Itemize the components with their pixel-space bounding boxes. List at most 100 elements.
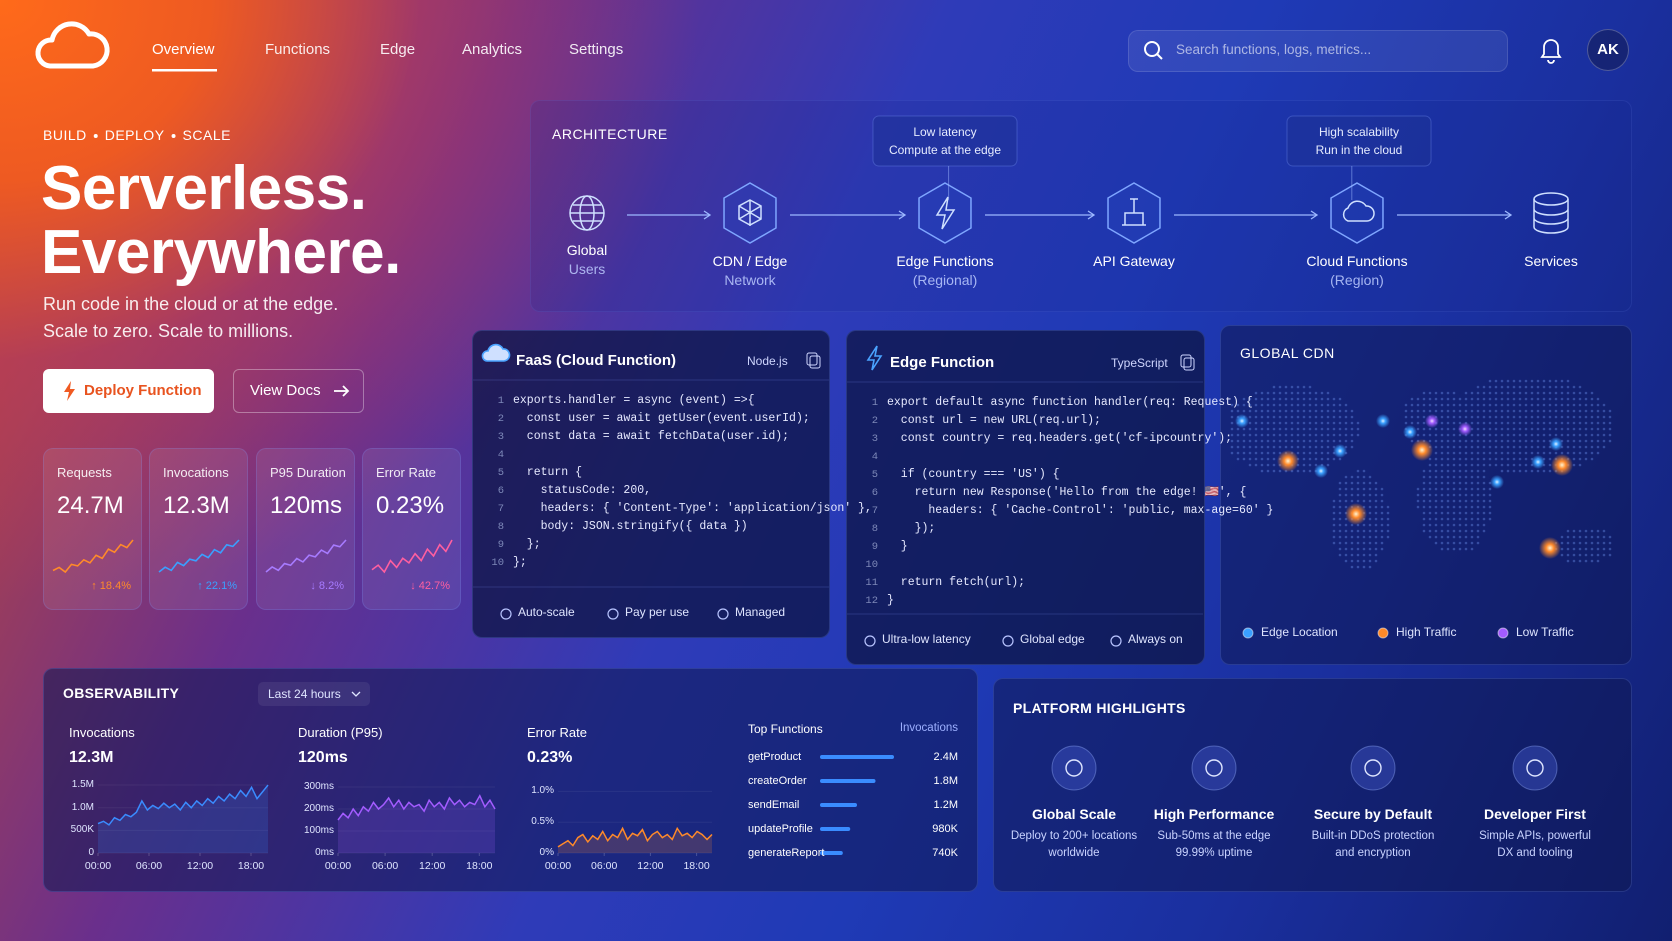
- logo[interactable]: [35, 21, 110, 69]
- map-dot: [1350, 529, 1354, 533]
- map-dot: [1476, 439, 1480, 443]
- map-dot: [1296, 433, 1300, 437]
- icon: [738, 199, 762, 226]
- search-box[interactable]: [1128, 30, 1508, 72]
- map-dot: [1584, 547, 1588, 551]
- map-dot: [1518, 433, 1522, 437]
- code-line: headers: { 'Cache-Control': 'public, max…: [887, 504, 1274, 517]
- map-dot: [1440, 481, 1444, 485]
- map-dot: [1572, 421, 1576, 425]
- copy-icon[interactable]: [1180, 354, 1192, 368]
- map-dot: [1452, 451, 1456, 455]
- map-dot: [1512, 463, 1516, 467]
- map-dot: [1326, 409, 1330, 413]
- map-dot: [1368, 541, 1372, 545]
- map-dot: [1428, 439, 1432, 443]
- function-name: generateReport: [748, 847, 825, 859]
- map-dot: [1518, 445, 1522, 449]
- map-dot: [1446, 475, 1450, 479]
- map-dot: [1560, 433, 1564, 437]
- map-dot: [1446, 433, 1450, 437]
- map-dot: [1440, 487, 1444, 491]
- map-dot: [1530, 433, 1534, 437]
- map-dot: [1440, 421, 1444, 425]
- map-dot: [1542, 397, 1546, 401]
- map-dot: [1578, 463, 1582, 467]
- map-dot: [1356, 481, 1360, 485]
- map-dot: [1416, 397, 1420, 401]
- map-dot: [1602, 541, 1606, 545]
- primary-button-label[interactable]: Deploy Function: [84, 382, 202, 399]
- avatar[interactable]: [1587, 29, 1629, 71]
- copy-icon[interactable]: [806, 352, 818, 366]
- map-dot: [1536, 385, 1540, 389]
- map-dot: [1572, 547, 1576, 551]
- map-dot: [1506, 415, 1510, 419]
- location-glow: [1376, 414, 1390, 428]
- map-dot: [1488, 421, 1492, 425]
- map-dot: [1446, 427, 1450, 431]
- map-dot: [1470, 541, 1474, 545]
- nav-link[interactable]: Overview: [152, 41, 215, 58]
- map-dot: [1446, 409, 1450, 413]
- map-dot: [1368, 559, 1372, 563]
- map-dot: [1500, 403, 1504, 407]
- map-dot: [1476, 469, 1480, 473]
- map-dot: [1608, 541, 1612, 545]
- range-dropdown[interactable]: [258, 682, 370, 706]
- map-dot: [1422, 415, 1426, 419]
- map-dot: [1524, 427, 1528, 431]
- map-dot: [1524, 457, 1528, 461]
- arch-icon: [918, 182, 972, 244]
- map-dot: [1278, 385, 1282, 389]
- map-dot: [1470, 409, 1474, 413]
- nav-link[interactable]: Functions: [265, 41, 331, 58]
- x-tick-label: 12:00: [637, 860, 664, 872]
- map-dot: [1344, 541, 1348, 545]
- nav-link[interactable]: Edge: [380, 41, 416, 58]
- map-dot: [1248, 463, 1252, 467]
- nav-link[interactable]: Settings: [569, 41, 624, 58]
- map-dot: [1290, 391, 1294, 395]
- map-dot: [1512, 397, 1516, 401]
- map-dot: [1458, 523, 1462, 527]
- map-dot: [1338, 553, 1342, 557]
- map-dot: [1578, 535, 1582, 539]
- map-dot: [1524, 439, 1528, 443]
- search-placeholder[interactable]: Search functions, logs, metrics...: [1176, 42, 1372, 57]
- map-dot: [1338, 535, 1342, 539]
- map-dot: [1488, 397, 1492, 401]
- edge-panel: [846, 330, 1205, 665]
- map-dot: [1488, 505, 1492, 509]
- map-dot: [1452, 457, 1456, 461]
- nav-link[interactable]: Analytics: [462, 41, 523, 58]
- map-dot: [1524, 379, 1528, 383]
- map-dot: [1356, 541, 1360, 545]
- map-dot: [1596, 553, 1600, 557]
- map-dot: [1458, 499, 1462, 503]
- map-dot: [1374, 535, 1378, 539]
- bar: [820, 827, 851, 831]
- map-dot: [1578, 421, 1582, 425]
- map-dot: [1260, 397, 1264, 401]
- avatar-initials[interactable]: AK: [1597, 41, 1619, 58]
- map-dot: [1518, 463, 1522, 467]
- map-dot: [1344, 403, 1348, 407]
- map-dot: [1572, 529, 1576, 533]
- stat-card: [149, 448, 248, 610]
- map-dot: [1278, 445, 1282, 449]
- map-dot: [1422, 487, 1426, 491]
- map-dot: [1482, 445, 1486, 449]
- map-dot: [1452, 523, 1456, 527]
- secondary-button-label[interactable]: View Docs: [250, 382, 321, 399]
- map-dot: [1380, 493, 1384, 497]
- map-dot: [1236, 427, 1240, 431]
- secondary-button[interactable]: [233, 369, 364, 413]
- callout-text: Low latency: [913, 125, 977, 139]
- map-dot: [1338, 493, 1342, 497]
- range-label[interactable]: Last 24 hours: [268, 687, 341, 701]
- stat-label: Requests: [57, 465, 112, 480]
- feature-label: Pay per use: [625, 605, 690, 619]
- map-dot: [1482, 517, 1486, 521]
- bell-icon[interactable]: [1540, 39, 1562, 64]
